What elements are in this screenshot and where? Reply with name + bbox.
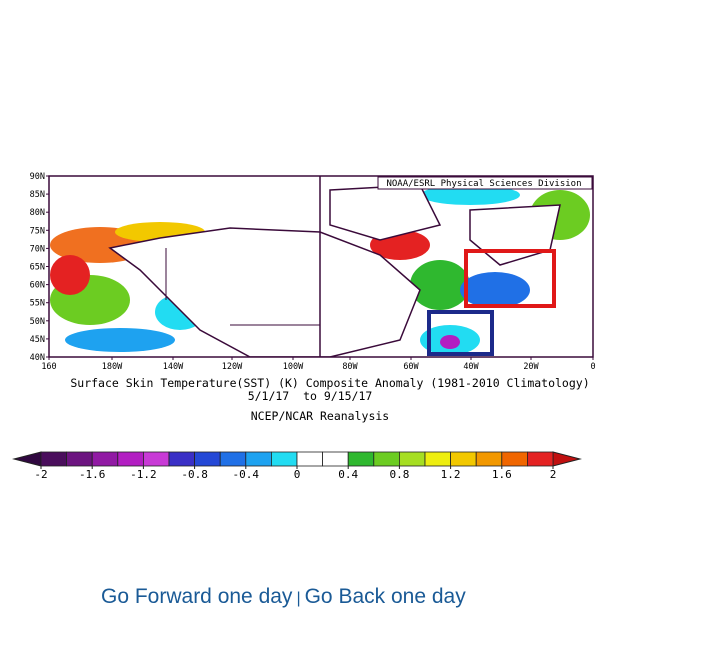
colorbar-box [245,451,272,467]
lat-label: 45N [30,335,45,345]
credit-box [377,176,593,190]
lat-label: 85N [30,190,45,200]
lon-label: 80W [342,362,358,372]
lat-label: 80N [30,208,45,218]
back-link[interactable]: Go Back one day [304,585,466,608]
lon-label: 120W [222,362,243,372]
navigation: Go Forward one day | Go Back one day [101,585,466,609]
colorbar-box [40,451,68,467]
colorbar-label: -0.4 [233,468,260,481]
colorbar-box [373,451,400,467]
colorbar-box [66,451,93,467]
colorbar-box [168,451,196,467]
colorbar-box [117,451,144,467]
colorbar-label: -1.6 [79,468,106,481]
lat-label: 40N [30,353,45,363]
lat-label: 60N [30,281,45,291]
caption-dates: 5/1/17 to 9/15/17 [248,389,373,403]
colorbar-box [322,451,349,467]
highlight-box [464,249,556,308]
colorbar-label: -2 [34,468,47,481]
caption-source: NCEP/NCAR Reanalysis [251,409,389,423]
lon-label: 0 [590,362,595,372]
colorbar-box [91,451,119,467]
separator: | [296,590,301,607]
lon-label: 160 [41,362,56,372]
colorbar-box [450,451,477,467]
colorbar-box [219,451,247,467]
lat-label: 70N [30,244,45,254]
highlight-box [427,310,494,356]
colorbar-label: 0 [294,468,301,481]
colorbar-over [552,451,582,467]
lat-label: 50N [30,317,45,327]
map-field [49,176,593,357]
colorbar-box [424,451,452,467]
figure: NOAA/ESRL Physical Sciences Division Sur… [12,172,596,481]
caption-title: Surface Skin Temperature(SST) (K) Compos… [70,376,589,390]
colorbar-label: 0.8 [389,468,409,481]
lat-label: 55N [30,299,45,309]
lon-label: 60W [403,362,419,372]
lat-label: 65N [30,263,45,273]
lon-label: 180W [102,362,123,372]
lat-label: 90N [30,172,45,182]
colorbar-box [398,451,426,467]
lon-label: 100W [283,362,304,372]
colorbar-box [475,451,503,467]
forward-link[interactable]: Go Forward one day [101,585,293,608]
colorbar-box [501,451,528,467]
lon-label: 20W [523,362,539,372]
colorbar-box [270,451,298,467]
colorbar-box [527,451,554,467]
colorbar-label: -0.8 [181,468,208,481]
colorbar-box [194,451,221,467]
colorbar-box [347,451,375,467]
lon-label: 140W [163,362,184,372]
colorbar-label: 1.2 [441,468,461,481]
colorbar-label: 2 [550,468,557,481]
colorbar-label: 1.6 [492,468,512,481]
colorbar-box [296,451,324,467]
credit: NOAA/ESRL Physical Sciences Division [386,179,581,189]
colorbar-label: 0.4 [338,468,358,481]
lat-label: 75N [30,226,45,236]
colorbar-box [142,451,170,467]
lon-label: 40W [463,362,479,372]
colorbar-label: -1.2 [130,468,157,481]
colorbar-under [12,451,42,467]
